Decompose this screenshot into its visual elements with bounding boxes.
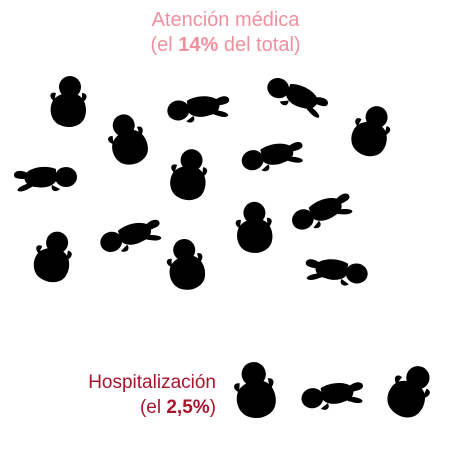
baby-icon <box>101 109 153 170</box>
medical-percentage: 14% <box>178 34 219 56</box>
baby-icon-half <box>381 358 439 424</box>
title-prefix: (el <box>150 34 179 56</box>
baby-icon <box>239 136 307 178</box>
baby-icon <box>30 228 76 285</box>
baby-icon <box>262 74 331 120</box>
baby-icon <box>288 188 357 238</box>
hospitalization-prefix: (el <box>139 397 167 418</box>
baby-icon <box>14 166 77 192</box>
baby-icon <box>168 147 209 202</box>
baby-icon <box>302 254 370 290</box>
hospitalization-label: Hospitalización (el 2,5%) <box>40 370 216 420</box>
baby-icon <box>233 200 275 255</box>
title-line-1: Atención médica <box>151 9 300 31</box>
title-line-2: (el 14% del total) <box>0 33 451 58</box>
baby-icon <box>165 91 233 127</box>
hospitalization-line-1: Hospitalización <box>88 372 216 393</box>
hospitalization-percentage: 2,5% <box>166 397 210 418</box>
baby-icon <box>50 76 87 127</box>
baby-icon <box>230 359 280 422</box>
baby-icon <box>299 377 367 415</box>
hospitalization-line-2: (el 2,5%) <box>40 395 216 420</box>
hospitalization-suffix: ) <box>209 397 216 418</box>
baby-icon <box>347 101 396 161</box>
chart-title: Atención médica (el 14% del total) <box>0 8 451 58</box>
baby-icon <box>162 235 209 294</box>
title-suffix: del total) <box>218 34 301 56</box>
